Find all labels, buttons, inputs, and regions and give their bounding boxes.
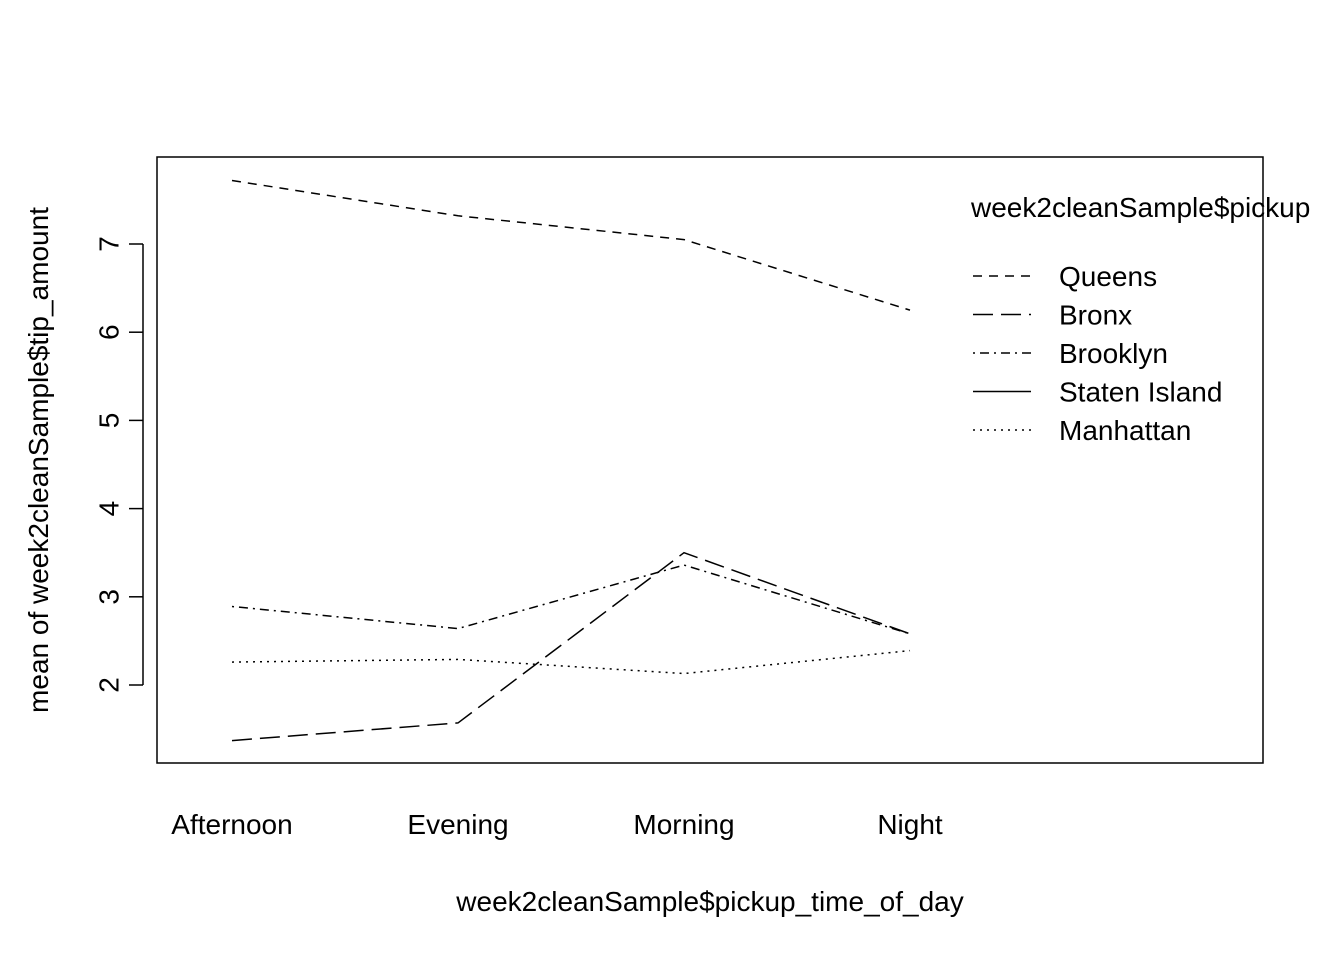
x-tick-label: Afternoon: [171, 809, 292, 840]
series-line-bronx: [231, 551, 911, 742]
y-tick-label: 4: [94, 501, 125, 517]
legend-entries: Queens Bronx Brooklyn Staten Island Manhatta…: [973, 261, 1222, 446]
y-tick-label: 7: [94, 236, 125, 252]
legend-label-staten-island: Staten Island: [1059, 377, 1222, 408]
legend-label-brooklyn: Brooklyn: [1059, 338, 1168, 369]
y-axis-label: mean of week2cleanSample$tip_amount: [23, 207, 54, 713]
y-tick-label: 5: [94, 413, 125, 429]
y-tick-label: 2: [94, 677, 125, 693]
x-tick-label: Morning: [633, 809, 734, 840]
series-line-manhattan: [231, 649, 911, 675]
legend-title: week2cleanSample$pickup: [970, 192, 1310, 223]
y-axis: 2 3 4 5 6 7: [94, 236, 144, 693]
legend: week2cleanSample$pickup Queens Bronx Brook…: [970, 192, 1310, 446]
legend-label-manhattan: Manhattan: [1059, 415, 1191, 446]
legend-label-queens: Queens: [1059, 261, 1157, 292]
x-tick-label: Night: [877, 809, 943, 840]
y-tick-label: 6: [94, 324, 125, 340]
y-tick-label: 3: [94, 589, 125, 605]
legend-label-bronx: Bronx: [1059, 300, 1132, 331]
series-lines: [231, 179, 911, 742]
series-line-queens: [231, 179, 911, 311]
plot-frame: [156, 156, 1264, 764]
x-tick-label: Evening: [407, 809, 508, 840]
x-axis: Afternoon Evening Morning Night: [171, 809, 943, 840]
x-axis-label: week2cleanSample$pickup_time_of_day: [455, 886, 963, 917]
series-line-brooklyn: [231, 564, 911, 635]
